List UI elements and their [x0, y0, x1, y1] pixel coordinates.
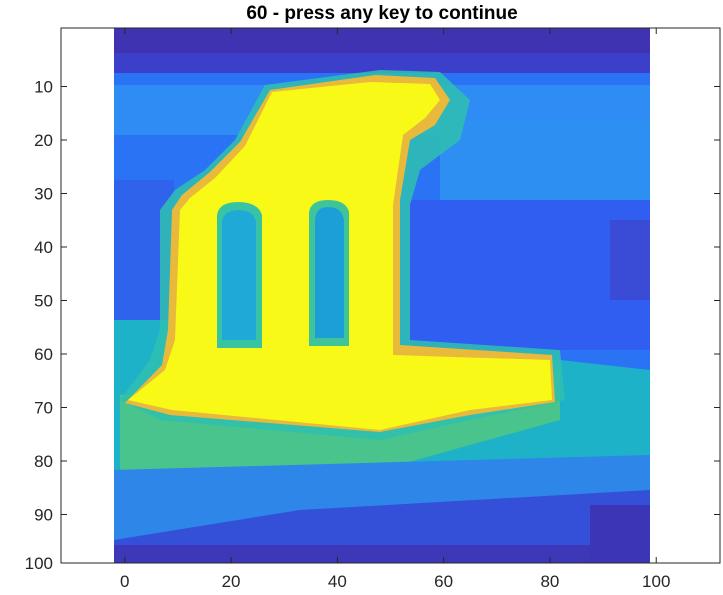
heatmap-left-window-inner [222, 210, 256, 340]
axes-ticks: 0 20 40 60 80 100 10 20 30 40 50 60 70 80 90 100 [25, 28, 720, 591]
heatmap-region-sky-right [440, 120, 650, 200]
y-tick-label: 60 [34, 345, 53, 364]
heatmap-region-right-dark [610, 220, 650, 300]
x-tick-label: 100 [642, 572, 670, 591]
x-tick-label: 40 [328, 572, 347, 591]
y-tick-label: 90 [34, 506, 53, 525]
heatmap-image [114, 28, 650, 563]
y-tick-label: 80 [34, 452, 53, 471]
heatmap-region-bottom-dark [114, 545, 650, 563]
x-tick-label: 60 [434, 572, 453, 591]
y-tick-label: 70 [34, 399, 53, 418]
figure-title: 60 - press any key to continue [246, 3, 517, 24]
x-tick-label: 20 [222, 572, 241, 591]
y-tick-label: 40 [34, 238, 53, 257]
x-tick-label: 0 [120, 572, 129, 591]
heatmap-region-floor-dark [114, 490, 650, 563]
heatmap-region-corner-dark [590, 505, 650, 563]
y-tick-label: 10 [34, 78, 53, 97]
axes-border [60, 27, 721, 564]
x-tick-label: 80 [540, 572, 559, 591]
heatmap-right-window-inner [315, 207, 344, 338]
y-tick-label: 100 [25, 554, 53, 573]
y-tick-label: 30 [34, 185, 53, 204]
y-tick-label: 50 [34, 292, 53, 311]
y-tick-label: 20 [34, 131, 53, 150]
heatmap-region-top-dark-2 [114, 28, 650, 53]
